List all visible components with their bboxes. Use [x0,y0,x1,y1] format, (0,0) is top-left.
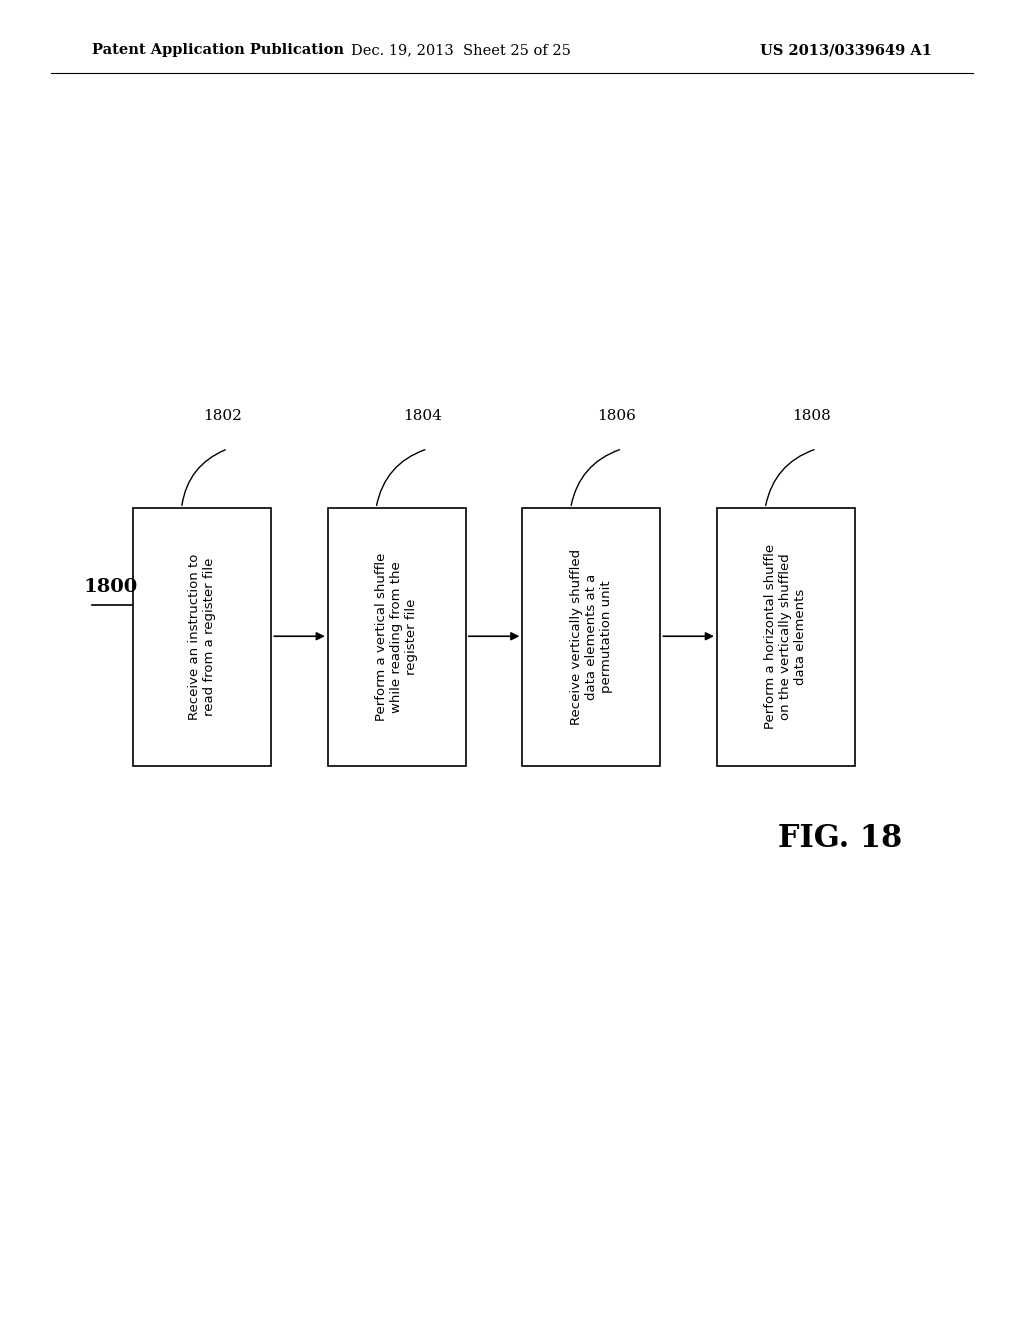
Text: FIG. 18: FIG. 18 [777,822,902,854]
Text: 1800: 1800 [84,578,137,597]
Text: Receive vertically shuffled
data elements at a
permutation unit: Receive vertically shuffled data element… [570,549,612,725]
Text: Dec. 19, 2013  Sheet 25 of 25: Dec. 19, 2013 Sheet 25 of 25 [351,44,570,57]
FancyBboxPatch shape [522,508,660,766]
Text: 1806: 1806 [598,409,636,422]
Text: 1808: 1808 [793,409,830,422]
Text: 1802: 1802 [204,409,242,422]
Text: Perform a horizontal shuffle
on the vertically shuffled
data elements: Perform a horizontal shuffle on the vert… [765,544,807,730]
Text: Patent Application Publication: Patent Application Publication [92,44,344,57]
Text: 1804: 1804 [403,409,441,422]
Text: Receive an instruction to
read from a register file: Receive an instruction to read from a re… [188,553,216,721]
Text: US 2013/0339649 A1: US 2013/0339649 A1 [760,44,932,57]
FancyBboxPatch shape [717,508,855,766]
FancyBboxPatch shape [328,508,466,766]
FancyBboxPatch shape [133,508,271,766]
Text: Perform a vertical shuffle
while reading from the
register file: Perform a vertical shuffle while reading… [376,553,418,721]
